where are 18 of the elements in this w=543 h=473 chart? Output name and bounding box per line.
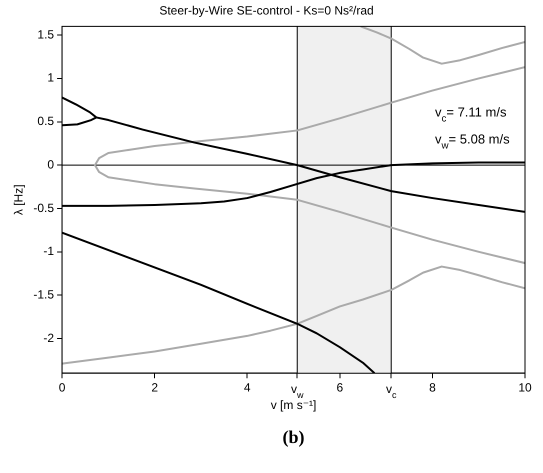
chart-title: Steer-by-Wire SE-control - Ks=0 Ns²/rad (159, 4, 374, 18)
x-tick-label: 2 (151, 380, 158, 395)
y-tick-label: 0.5 (37, 114, 54, 128)
x-tick-label: 8 (429, 380, 436, 395)
x-tick-label: 0 (58, 380, 66, 395)
y-tick-label: 1.5 (37, 27, 54, 42)
x-tick-label: 6 (336, 380, 344, 395)
y-tick-label: -1.5 (33, 287, 54, 302)
x-tick-label: 10 (518, 380, 532, 395)
y-axis-title: λ [Hz] (12, 184, 26, 216)
y-tick-label: -1 (43, 244, 54, 258)
y-tick-label: 0 (47, 157, 54, 172)
y-tick-label: 1 (47, 70, 54, 85)
text: (b) (282, 427, 305, 447)
x-tick-label: 4 (244, 380, 251, 395)
y-tick-label: -0.5 (33, 200, 54, 215)
x-axis-title: v [m s⁻¹] (270, 398, 316, 412)
y-tick-label: -2 (43, 330, 54, 345)
